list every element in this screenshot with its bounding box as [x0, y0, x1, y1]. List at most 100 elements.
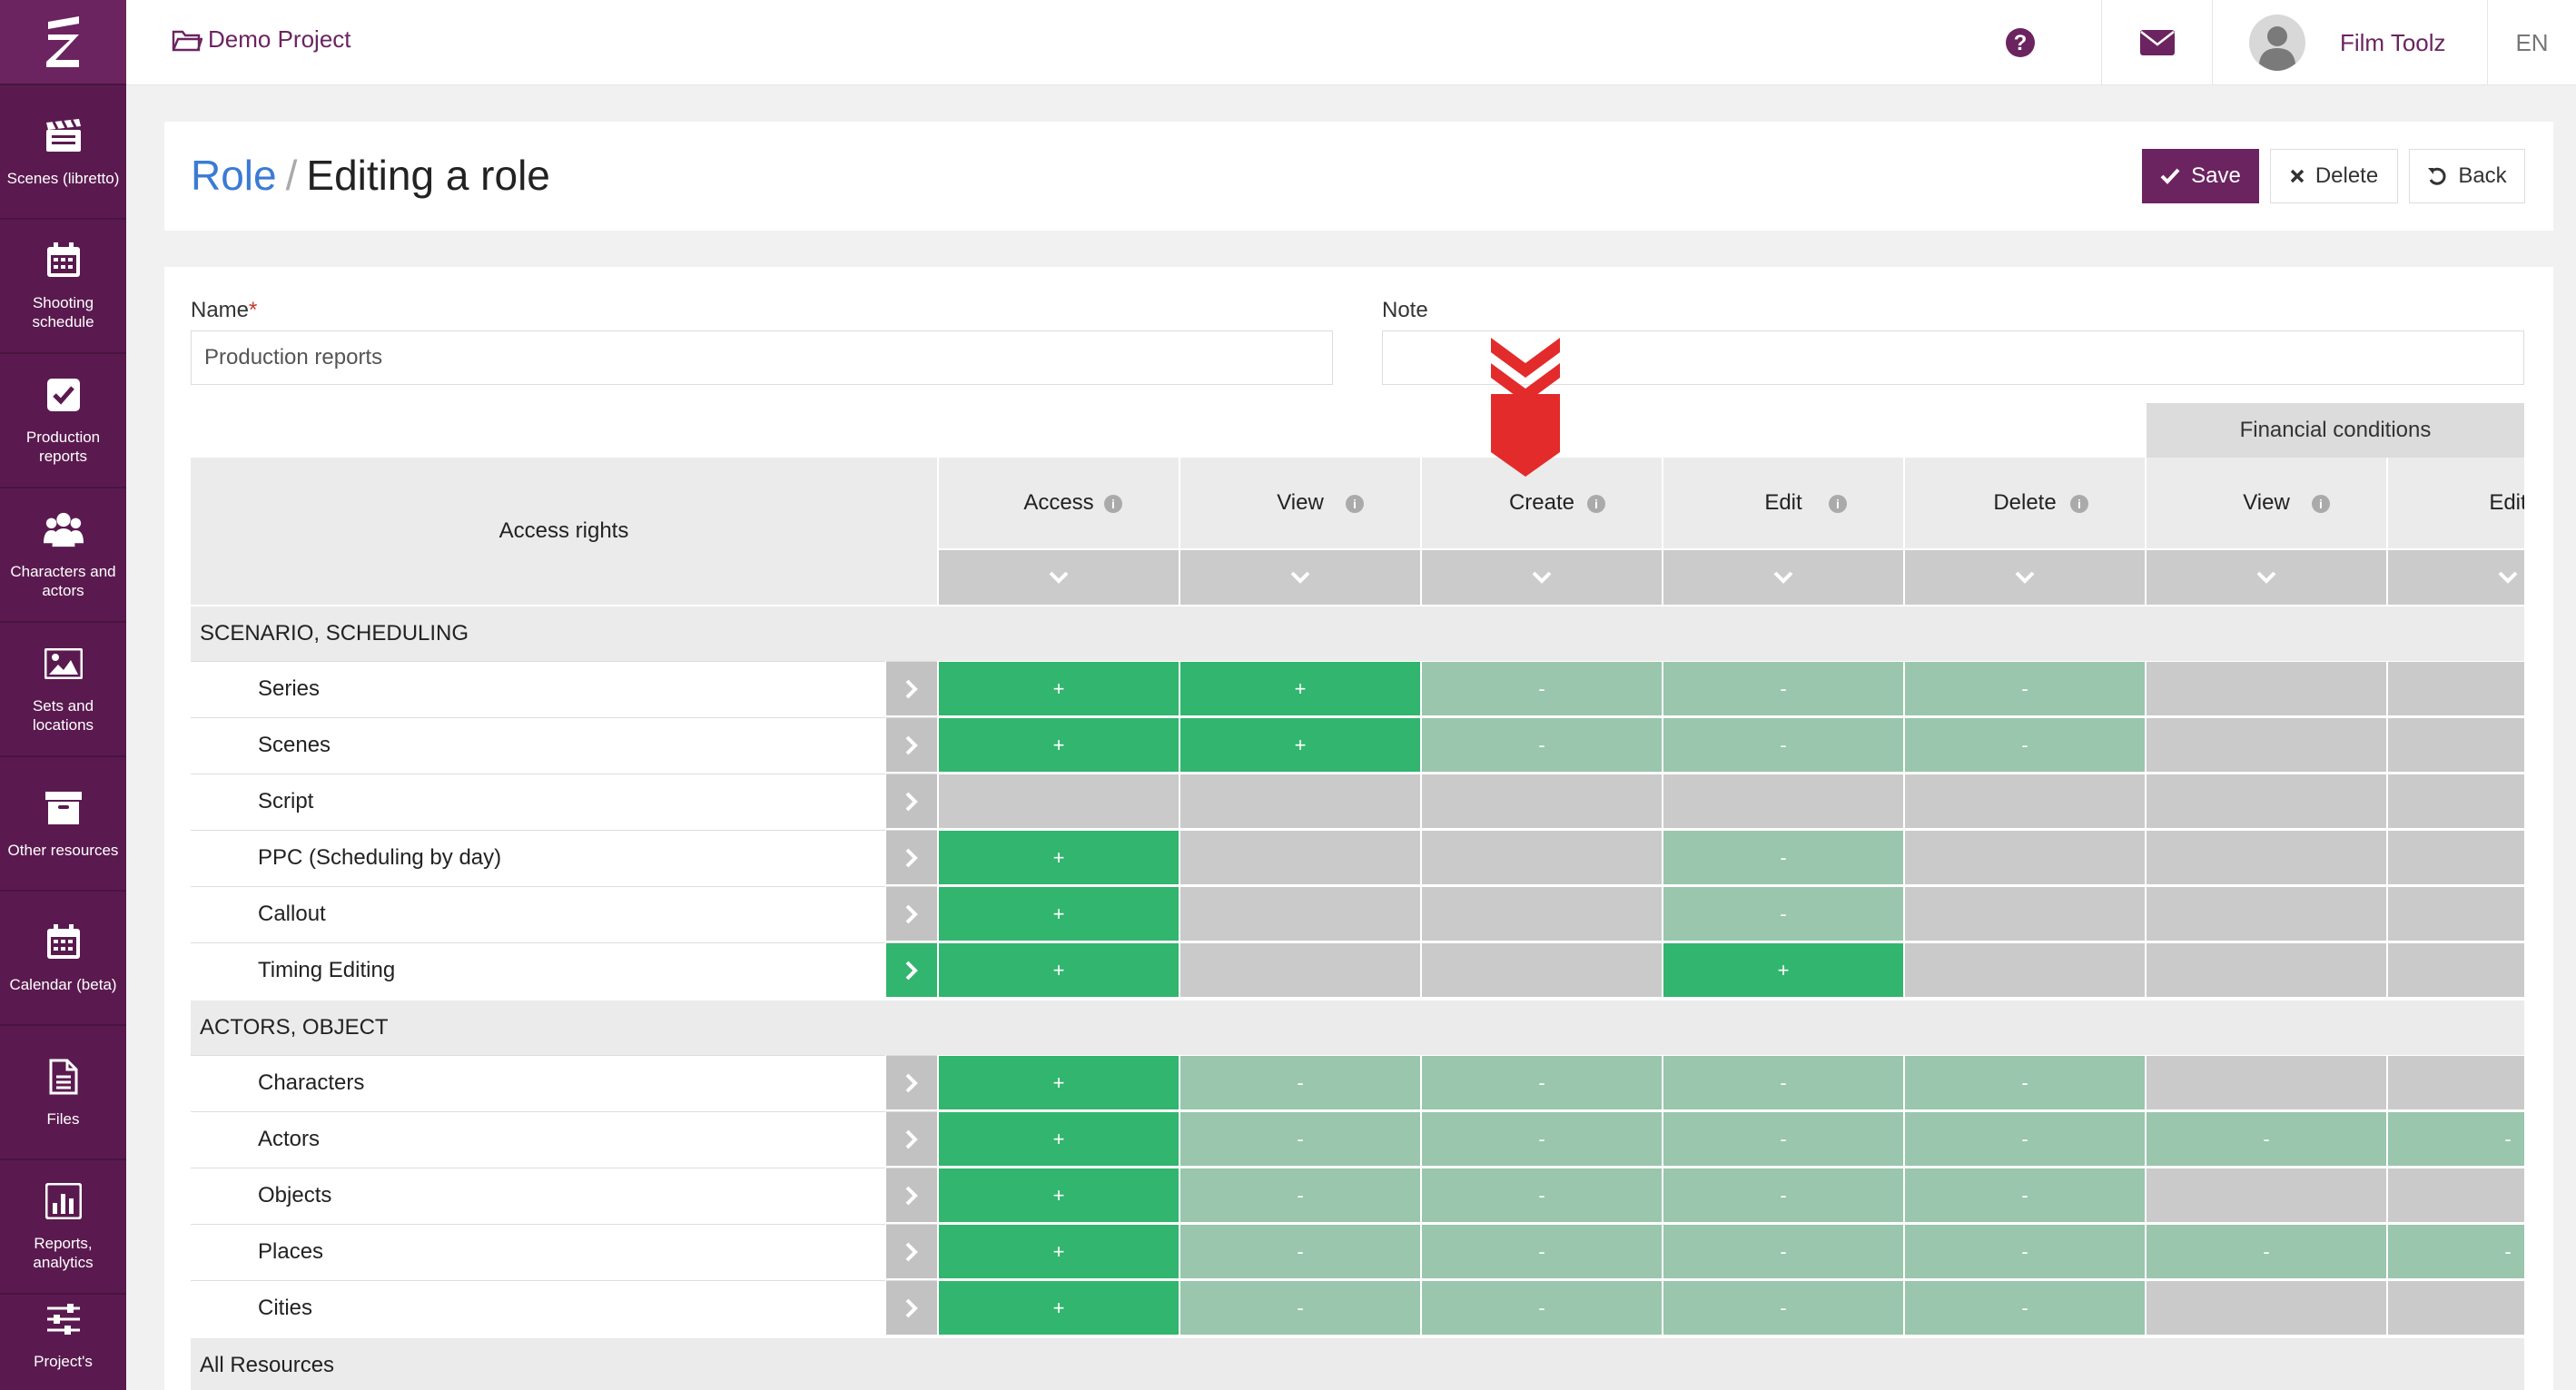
- back-button[interactable]: Back: [2409, 149, 2525, 203]
- permission-cell[interactable]: -: [1422, 717, 1662, 772]
- sidebar-item-other-resources[interactable]: Other resources: [0, 757, 126, 892]
- sidebar-item-calendar[interactable]: Calendar (beta): [0, 892, 126, 1026]
- permission-cell[interactable]: [1422, 942, 1662, 997]
- permission-cell[interactable]: [2147, 886, 2386, 941]
- sidebar-item-production-reports[interactable]: Production reports: [0, 354, 126, 488]
- permission-cell[interactable]: -: [1905, 1055, 2145, 1109]
- permission-cell[interactable]: -: [1422, 1055, 1662, 1109]
- permission-cell[interactable]: +: [1180, 661, 1420, 715]
- permission-cell[interactable]: [1180, 886, 1420, 941]
- permission-cell[interactable]: +: [1663, 942, 1903, 997]
- row-expand-button[interactable]: [886, 1224, 937, 1278]
- permission-cell[interactable]: [2147, 1280, 2386, 1335]
- permission-cell[interactable]: -: [2388, 1224, 2524, 1278]
- user-menu[interactable]: Film Toolz: [2212, 0, 2487, 85]
- permission-cell[interactable]: -: [1663, 1280, 1903, 1335]
- info-icon[interactable]: i: [1104, 495, 1122, 513]
- sidebar-item-files[interactable]: Files: [0, 1026, 126, 1160]
- row-expand-button[interactable]: [886, 1055, 937, 1109]
- sidebar-item-reports-analytics[interactable]: Reports, analytics: [0, 1160, 126, 1295]
- permission-cell[interactable]: +: [939, 717, 1179, 772]
- permission-cell[interactable]: +: [939, 1055, 1179, 1109]
- breadcrumb-role-link[interactable]: Role: [191, 152, 277, 199]
- permission-cell[interactable]: [2388, 886, 2524, 941]
- permission-cell[interactable]: [1905, 830, 2145, 884]
- permission-cell[interactable]: +: [939, 1224, 1179, 1278]
- info-icon[interactable]: i: [2312, 495, 2330, 513]
- permission-cell[interactable]: -: [1422, 1280, 1662, 1335]
- permission-cell[interactable]: [2147, 774, 2386, 828]
- permission-cell[interactable]: -: [1180, 1055, 1420, 1109]
- sidebar-item-project-settings[interactable]: Project's: [0, 1295, 126, 1373]
- permission-cell[interactable]: [2147, 1168, 2386, 1222]
- sidebar-item-shooting-schedule[interactable]: Shooting schedule: [0, 220, 126, 354]
- column-edit-toggle[interactable]: [1663, 550, 1903, 605]
- column-fin-edit-toggle[interactable]: [2388, 550, 2524, 605]
- row-expand-button[interactable]: [886, 1168, 937, 1222]
- info-icon[interactable]: i: [1587, 495, 1605, 513]
- delete-button[interactable]: Delete: [2270, 149, 2398, 203]
- permission-cell[interactable]: +: [939, 661, 1179, 715]
- note-field[interactable]: [1382, 330, 2524, 385]
- row-expand-button[interactable]: [886, 717, 937, 772]
- permission-cell[interactable]: -: [1663, 1224, 1903, 1278]
- permission-cell[interactable]: [2147, 661, 2386, 715]
- permission-cell[interactable]: -: [1422, 661, 1662, 715]
- permission-cell[interactable]: [2388, 717, 2524, 772]
- row-expand-button[interactable]: [886, 661, 937, 715]
- permission-cell[interactable]: [2147, 717, 2386, 772]
- permission-cell[interactable]: -: [1180, 1111, 1420, 1166]
- permission-cell[interactable]: -: [1663, 1055, 1903, 1109]
- project-selector[interactable]: Demo Project: [172, 25, 351, 54]
- permission-cell[interactable]: +: [939, 1111, 1179, 1166]
- permission-cell[interactable]: -: [1663, 717, 1903, 772]
- permission-cell[interactable]: -: [1180, 1224, 1420, 1278]
- permission-cell[interactable]: -: [1422, 1111, 1662, 1166]
- permission-cell[interactable]: -: [2147, 1111, 2386, 1166]
- permission-cell[interactable]: -: [1905, 1224, 2145, 1278]
- messages-button[interactable]: [2101, 0, 2212, 85]
- permission-cell[interactable]: -: [1663, 1111, 1903, 1166]
- permission-cell[interactable]: -: [1663, 1168, 1903, 1222]
- app-logo[interactable]: [0, 0, 126, 85]
- permission-cell[interactable]: -: [2147, 1224, 2386, 1278]
- permission-cell[interactable]: [2388, 774, 2524, 828]
- permission-cell[interactable]: -: [1905, 661, 2145, 715]
- permission-cell[interactable]: -: [1422, 1224, 1662, 1278]
- permission-cell[interactable]: +: [939, 886, 1179, 941]
- permission-cell[interactable]: -: [1180, 1168, 1420, 1222]
- permission-cell[interactable]: -: [1422, 1168, 1662, 1222]
- permission-cell[interactable]: [2388, 1280, 2524, 1335]
- help-button[interactable]: ?: [1973, 0, 2068, 85]
- row-expand-button[interactable]: [886, 830, 937, 884]
- permission-cell[interactable]: [1180, 942, 1420, 997]
- name-field[interactable]: Production reports: [191, 330, 1333, 385]
- info-icon[interactable]: i: [1829, 495, 1847, 513]
- permission-cell[interactable]: [1905, 942, 2145, 997]
- permission-cell[interactable]: +: [1180, 717, 1420, 772]
- permission-cell[interactable]: +: [939, 942, 1179, 997]
- permission-cell[interactable]: -: [2388, 1111, 2524, 1166]
- row-expand-button[interactable]: [886, 774, 937, 828]
- permission-cell[interactable]: -: [1663, 661, 1903, 715]
- column-access-toggle[interactable]: [939, 550, 1179, 605]
- info-icon[interactable]: i: [1346, 495, 1364, 513]
- sidebar-item-sets-locations[interactable]: Sets and locations: [0, 623, 126, 757]
- row-expand-button[interactable]: [886, 942, 937, 997]
- column-create-toggle[interactable]: [1422, 550, 1662, 605]
- language-selector[interactable]: EN: [2487, 0, 2576, 85]
- row-expand-button[interactable]: [886, 1280, 937, 1335]
- column-fin-view-toggle[interactable]: [2147, 550, 2386, 605]
- row-expand-button[interactable]: [886, 886, 937, 941]
- sidebar-item-characters-actors[interactable]: Characters and actors: [0, 488, 126, 623]
- permission-cell[interactable]: [1180, 830, 1420, 884]
- permission-cell[interactable]: [1422, 830, 1662, 884]
- info-icon[interactable]: i: [2070, 495, 2088, 513]
- permission-cell[interactable]: -: [1663, 886, 1903, 941]
- permission-cell[interactable]: [1905, 886, 2145, 941]
- permission-cell[interactable]: [1663, 774, 1903, 828]
- permission-cell[interactable]: [2147, 942, 2386, 997]
- row-expand-button[interactable]: [886, 1111, 937, 1166]
- permission-cell[interactable]: [1905, 774, 2145, 828]
- permission-cell[interactable]: -: [1180, 1280, 1420, 1335]
